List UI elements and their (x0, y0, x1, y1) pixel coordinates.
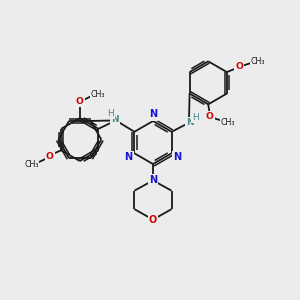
Text: N: N (111, 115, 119, 124)
Text: O: O (149, 214, 157, 225)
Text: CH₃: CH₃ (24, 160, 39, 169)
Text: CH₃: CH₃ (251, 57, 265, 66)
Text: O: O (236, 62, 243, 71)
Text: O: O (76, 97, 84, 106)
Text: CH₃: CH₃ (91, 90, 105, 99)
Text: H: H (192, 113, 199, 122)
Text: O: O (206, 112, 214, 122)
Text: H: H (107, 110, 114, 118)
Text: N: N (149, 110, 157, 119)
Text: N: N (173, 152, 182, 162)
Text: N: N (124, 152, 133, 162)
Text: O: O (46, 152, 54, 161)
Text: N: N (149, 176, 157, 185)
Text: CH₃: CH₃ (221, 118, 236, 127)
Text: N: N (186, 118, 193, 127)
